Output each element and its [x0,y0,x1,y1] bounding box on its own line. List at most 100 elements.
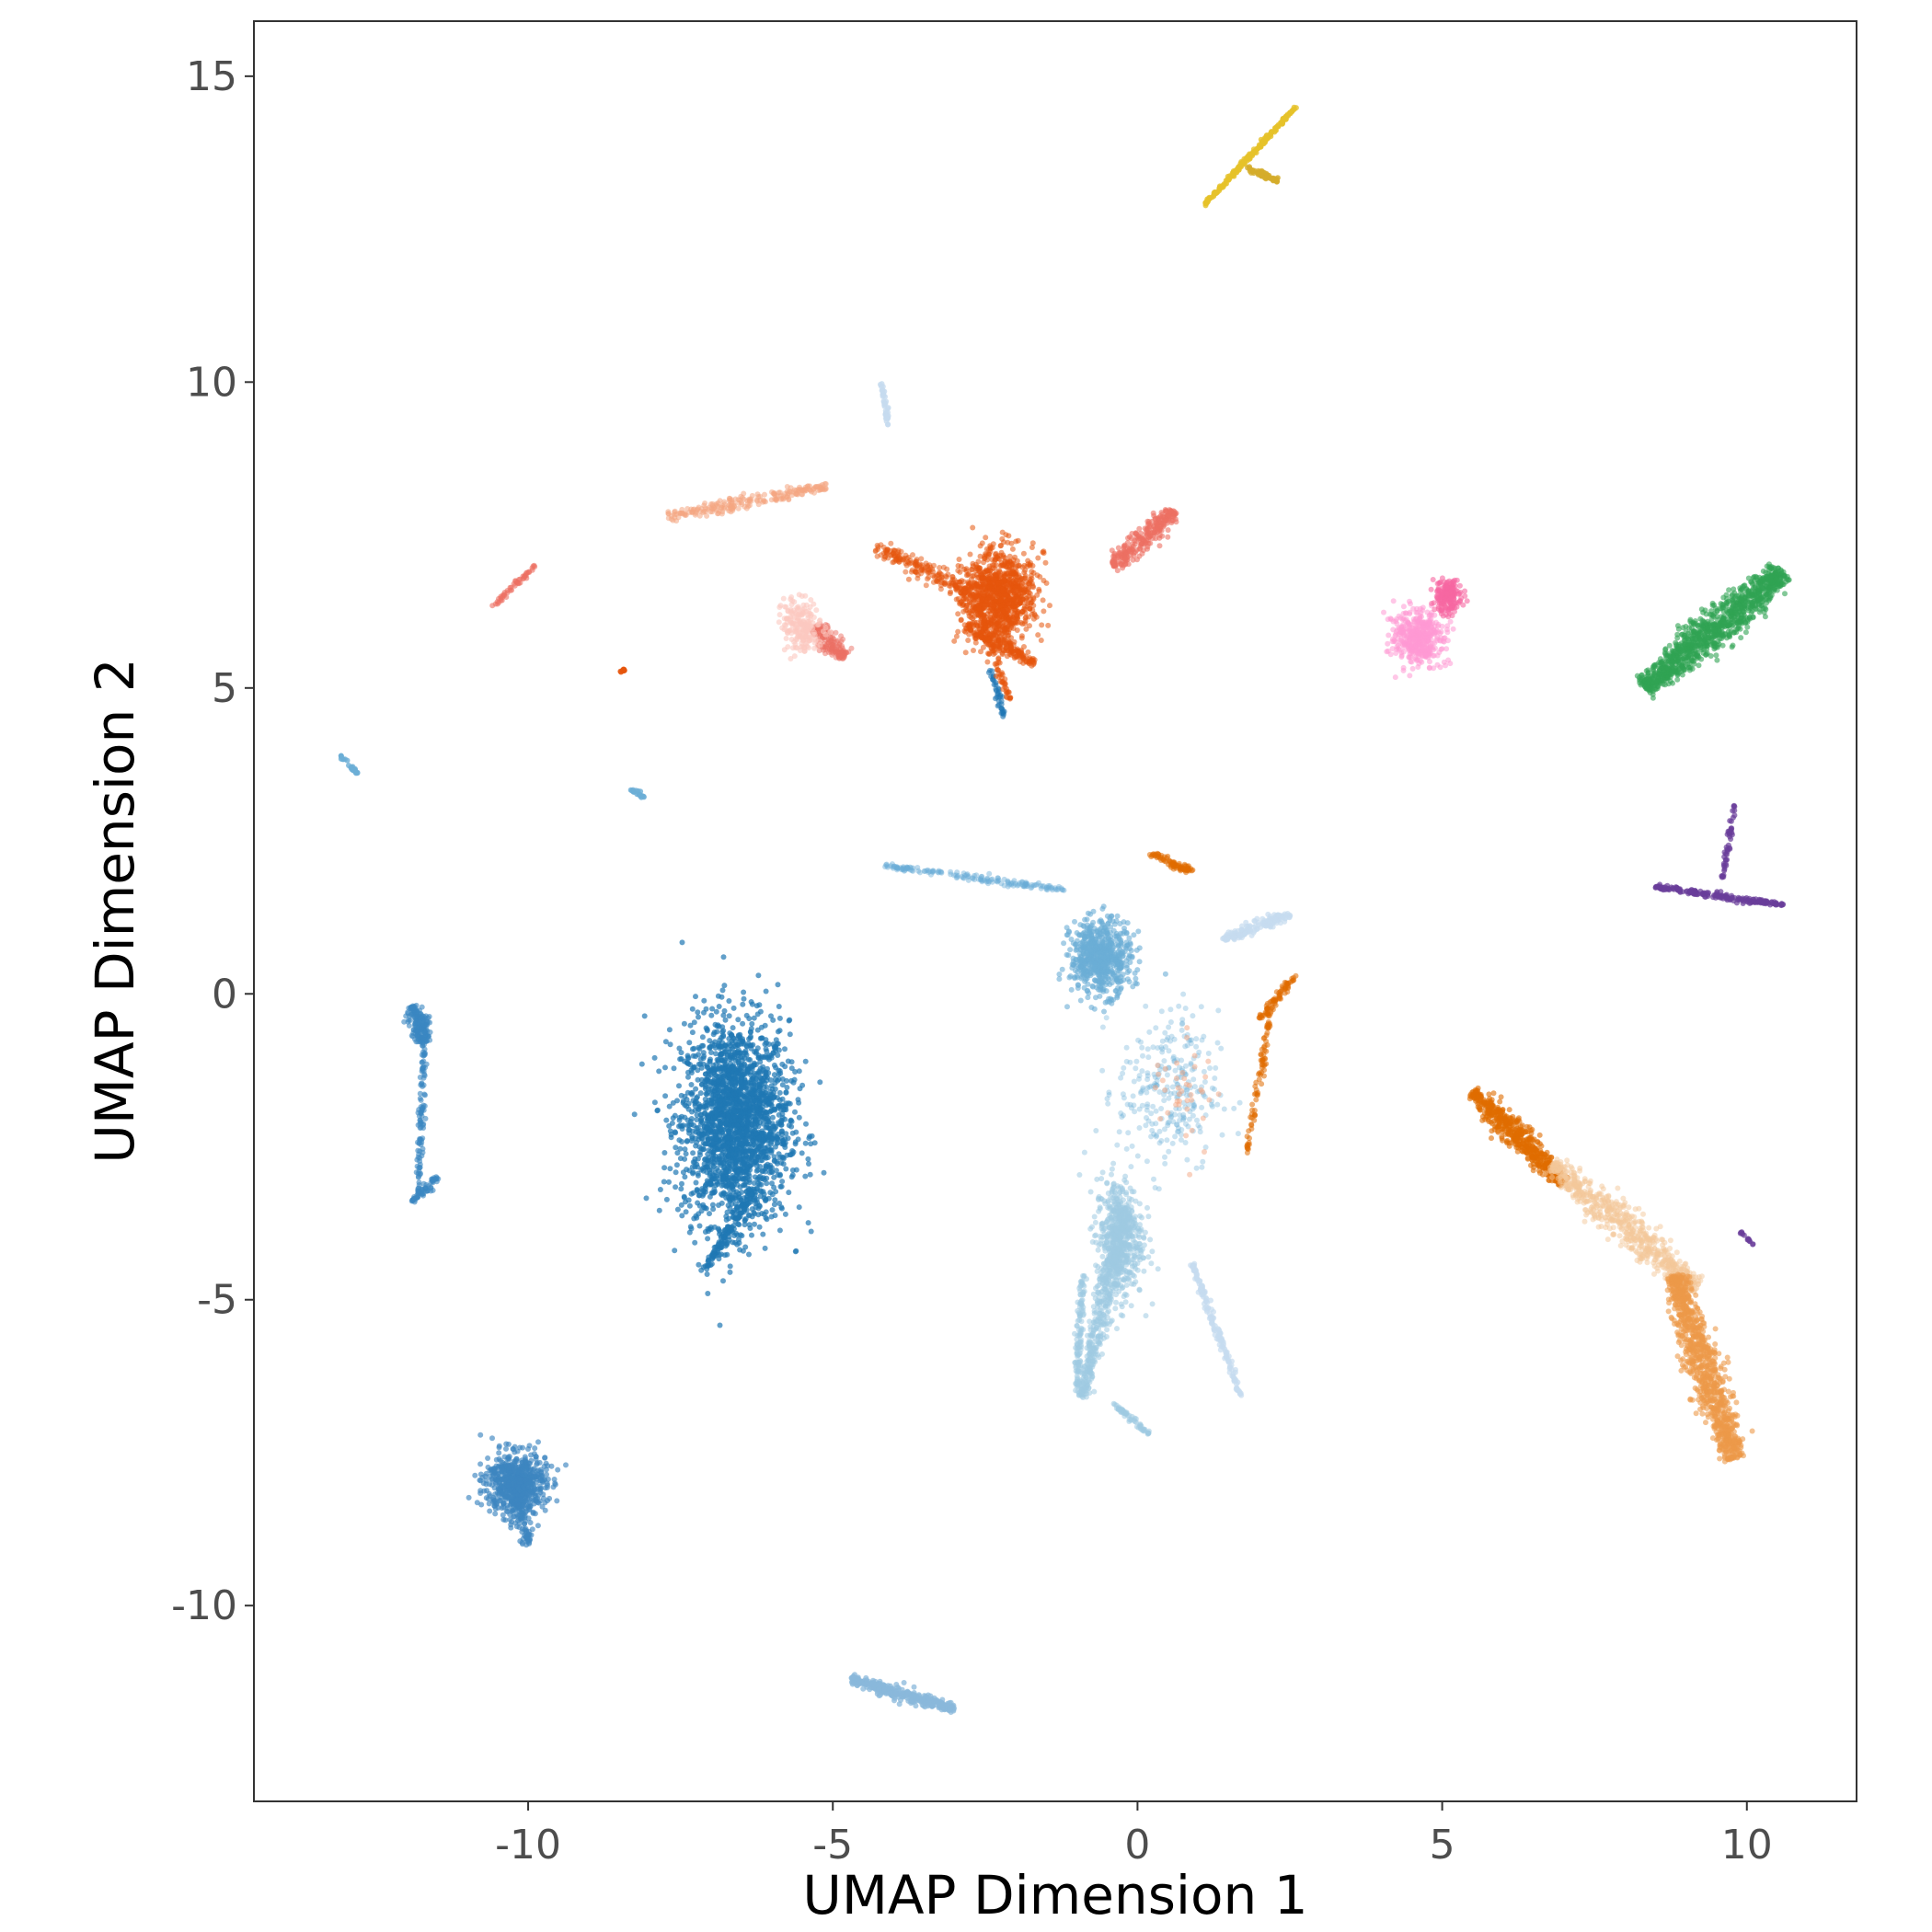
scatter-point [720,1142,727,1148]
scatter-point [1127,960,1133,965]
scatter-point [1102,972,1109,978]
scatter-point [1099,1067,1106,1074]
scatter-point [710,1080,717,1087]
scatter-point [745,1212,752,1218]
scatter-point [1221,1106,1227,1112]
scatter-point [656,1068,662,1075]
scatter-point [1198,1004,1204,1010]
scatter-point [1114,995,1121,1001]
scatter-point [1201,1068,1207,1075]
scatter-point [723,1217,730,1223]
scatter-point [717,1037,723,1043]
scatter-point [485,1455,491,1461]
scatter-point [548,1463,555,1469]
scatter-point [1218,1045,1225,1052]
scatter-point [688,1190,695,1197]
scatter-point [702,1204,708,1211]
scatter-point [745,1142,752,1148]
scatter-point [702,1186,708,1192]
scatter-point [743,1171,750,1178]
scatter-point [1109,1166,1115,1172]
scatter-point [1209,1103,1215,1110]
scatter-point [776,1151,782,1157]
scatter-point [734,1121,740,1128]
scatter-point [667,1128,673,1134]
scatter-point [1199,1164,1205,1170]
scatter-point [711,1253,718,1259]
scatter-point [690,1046,696,1052]
scatter-point [730,1184,736,1190]
scatter-point [638,1061,645,1067]
scatter-point [696,1189,701,1195]
scatter-point [787,1031,793,1038]
scatter-point [746,1016,753,1022]
scatter-point [734,1041,741,1048]
scatter-point [802,1140,809,1146]
scatter-point [779,1096,786,1102]
scatter-point [654,1108,661,1114]
scatter-point [984,878,991,884]
scatter-point [795,1136,801,1143]
scatter-point [684,1097,690,1103]
scatter-point [1120,1187,1125,1193]
scatter-point [739,1233,745,1239]
scatter-point [720,1028,727,1034]
scatter-point [1097,993,1103,999]
scatter-point [755,1052,762,1059]
scatter-point [534,1468,540,1475]
scatter-point [1128,1303,1134,1309]
scatter-point [1170,1053,1177,1060]
scatter-point [750,1151,756,1157]
scatter-point [724,1241,730,1248]
scatter-point [740,1001,746,1007]
scatter-point [740,1020,746,1027]
scatter-point [731,1175,738,1181]
scatter-point [1054,887,1061,893]
scatter-point [817,1079,823,1086]
scatter-point [501,1454,508,1460]
scatter-point [1081,984,1087,991]
scatter-point [1153,1133,1159,1140]
scatter-point [760,1067,766,1073]
scatter-point [774,1140,780,1146]
scatter-point [723,1043,730,1049]
scatter-point [748,1033,753,1040]
scatter-point [517,1497,523,1502]
scatter-point [1099,1169,1106,1176]
scatter-point [522,1521,527,1527]
scatter-point [631,1111,638,1118]
scatter-point [742,1055,748,1062]
scatter-point [724,1209,730,1215]
scatter-point [696,1103,703,1110]
scatter-point [545,1498,550,1504]
scatter-point [674,1206,681,1213]
scatter-point [1092,960,1098,967]
scatter-point [492,1511,499,1517]
scatter-point [477,1488,484,1494]
scatter-point [725,1092,731,1098]
scatter-point [1105,1190,1111,1196]
scatter-point [1136,959,1143,965]
scatter-point [970,875,976,881]
scatter-point [1172,1067,1179,1074]
scatter-point [1154,1077,1160,1084]
scatter-point [724,1134,730,1141]
scatter-point [699,1034,706,1041]
scatter-point [707,1058,713,1064]
scatter-point [1086,990,1092,996]
scatter-point [806,1161,811,1167]
scatter-point [506,1487,512,1493]
scatter-point [1118,1312,1124,1318]
scatter-point [1076,950,1083,957]
scatter-point [1131,1078,1137,1085]
scatter-point [542,1507,548,1513]
scatter-point [651,1099,658,1106]
scatter-point [732,1079,739,1086]
scatter-point [739,1190,745,1195]
scatter-point [700,1061,707,1067]
scatter-point [782,1144,788,1150]
scatter-point [1117,978,1123,984]
scatter-point [1161,1058,1167,1064]
scatter-point [721,1226,728,1233]
scatter-point [1098,984,1104,991]
